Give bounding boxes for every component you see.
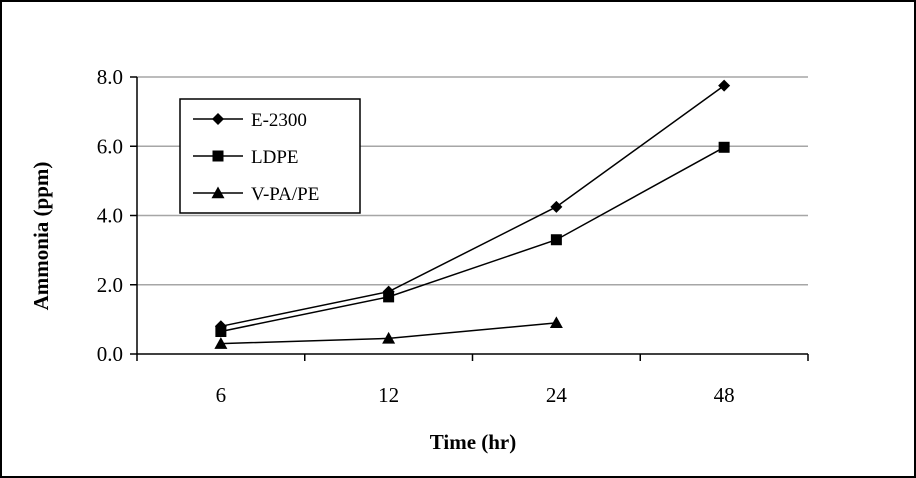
legend-marker [211,186,225,199]
y-tick-label: 2.0 [97,273,123,297]
data-point [215,325,227,337]
data-point [214,337,228,349]
x-axis-title: Time (hr) [430,430,517,454]
x-tick-label: 6 [216,383,227,407]
y-tick-label: 0.0 [97,342,123,366]
legend-label: E-2300 [251,110,307,131]
legend-marker [212,150,224,162]
legend-label: LDPE [251,147,299,168]
series-v-pa-pe [214,316,563,349]
data-point [550,200,563,213]
y-tick-label: 4.0 [97,204,123,228]
plot-series [214,79,731,349]
series-line [220,85,725,328]
axes: 0.0 2.0 4.0 6.0 8.0 6 12 24 48 [97,65,809,407]
y-tick-label: 8.0 [97,65,123,89]
legend-label: V-PA/PE [251,184,319,205]
data-point [718,79,731,92]
y-axis-title: Ammonia (ppm) [29,162,53,311]
data-point [383,291,395,303]
series-ldpe [215,141,730,337]
data-point [718,141,730,153]
y-tick-label: 6.0 [97,134,123,158]
x-tick-label: 24 [546,383,568,407]
data-point [382,331,396,344]
data-point [549,316,563,329]
x-tick-label: 48 [714,383,735,407]
series-line [220,146,725,333]
legend: E-2300 LDPE V-PA/PE [179,98,361,214]
data-point [550,234,562,246]
legend-marker [212,113,224,125]
x-tick-label: 12 [378,383,399,407]
